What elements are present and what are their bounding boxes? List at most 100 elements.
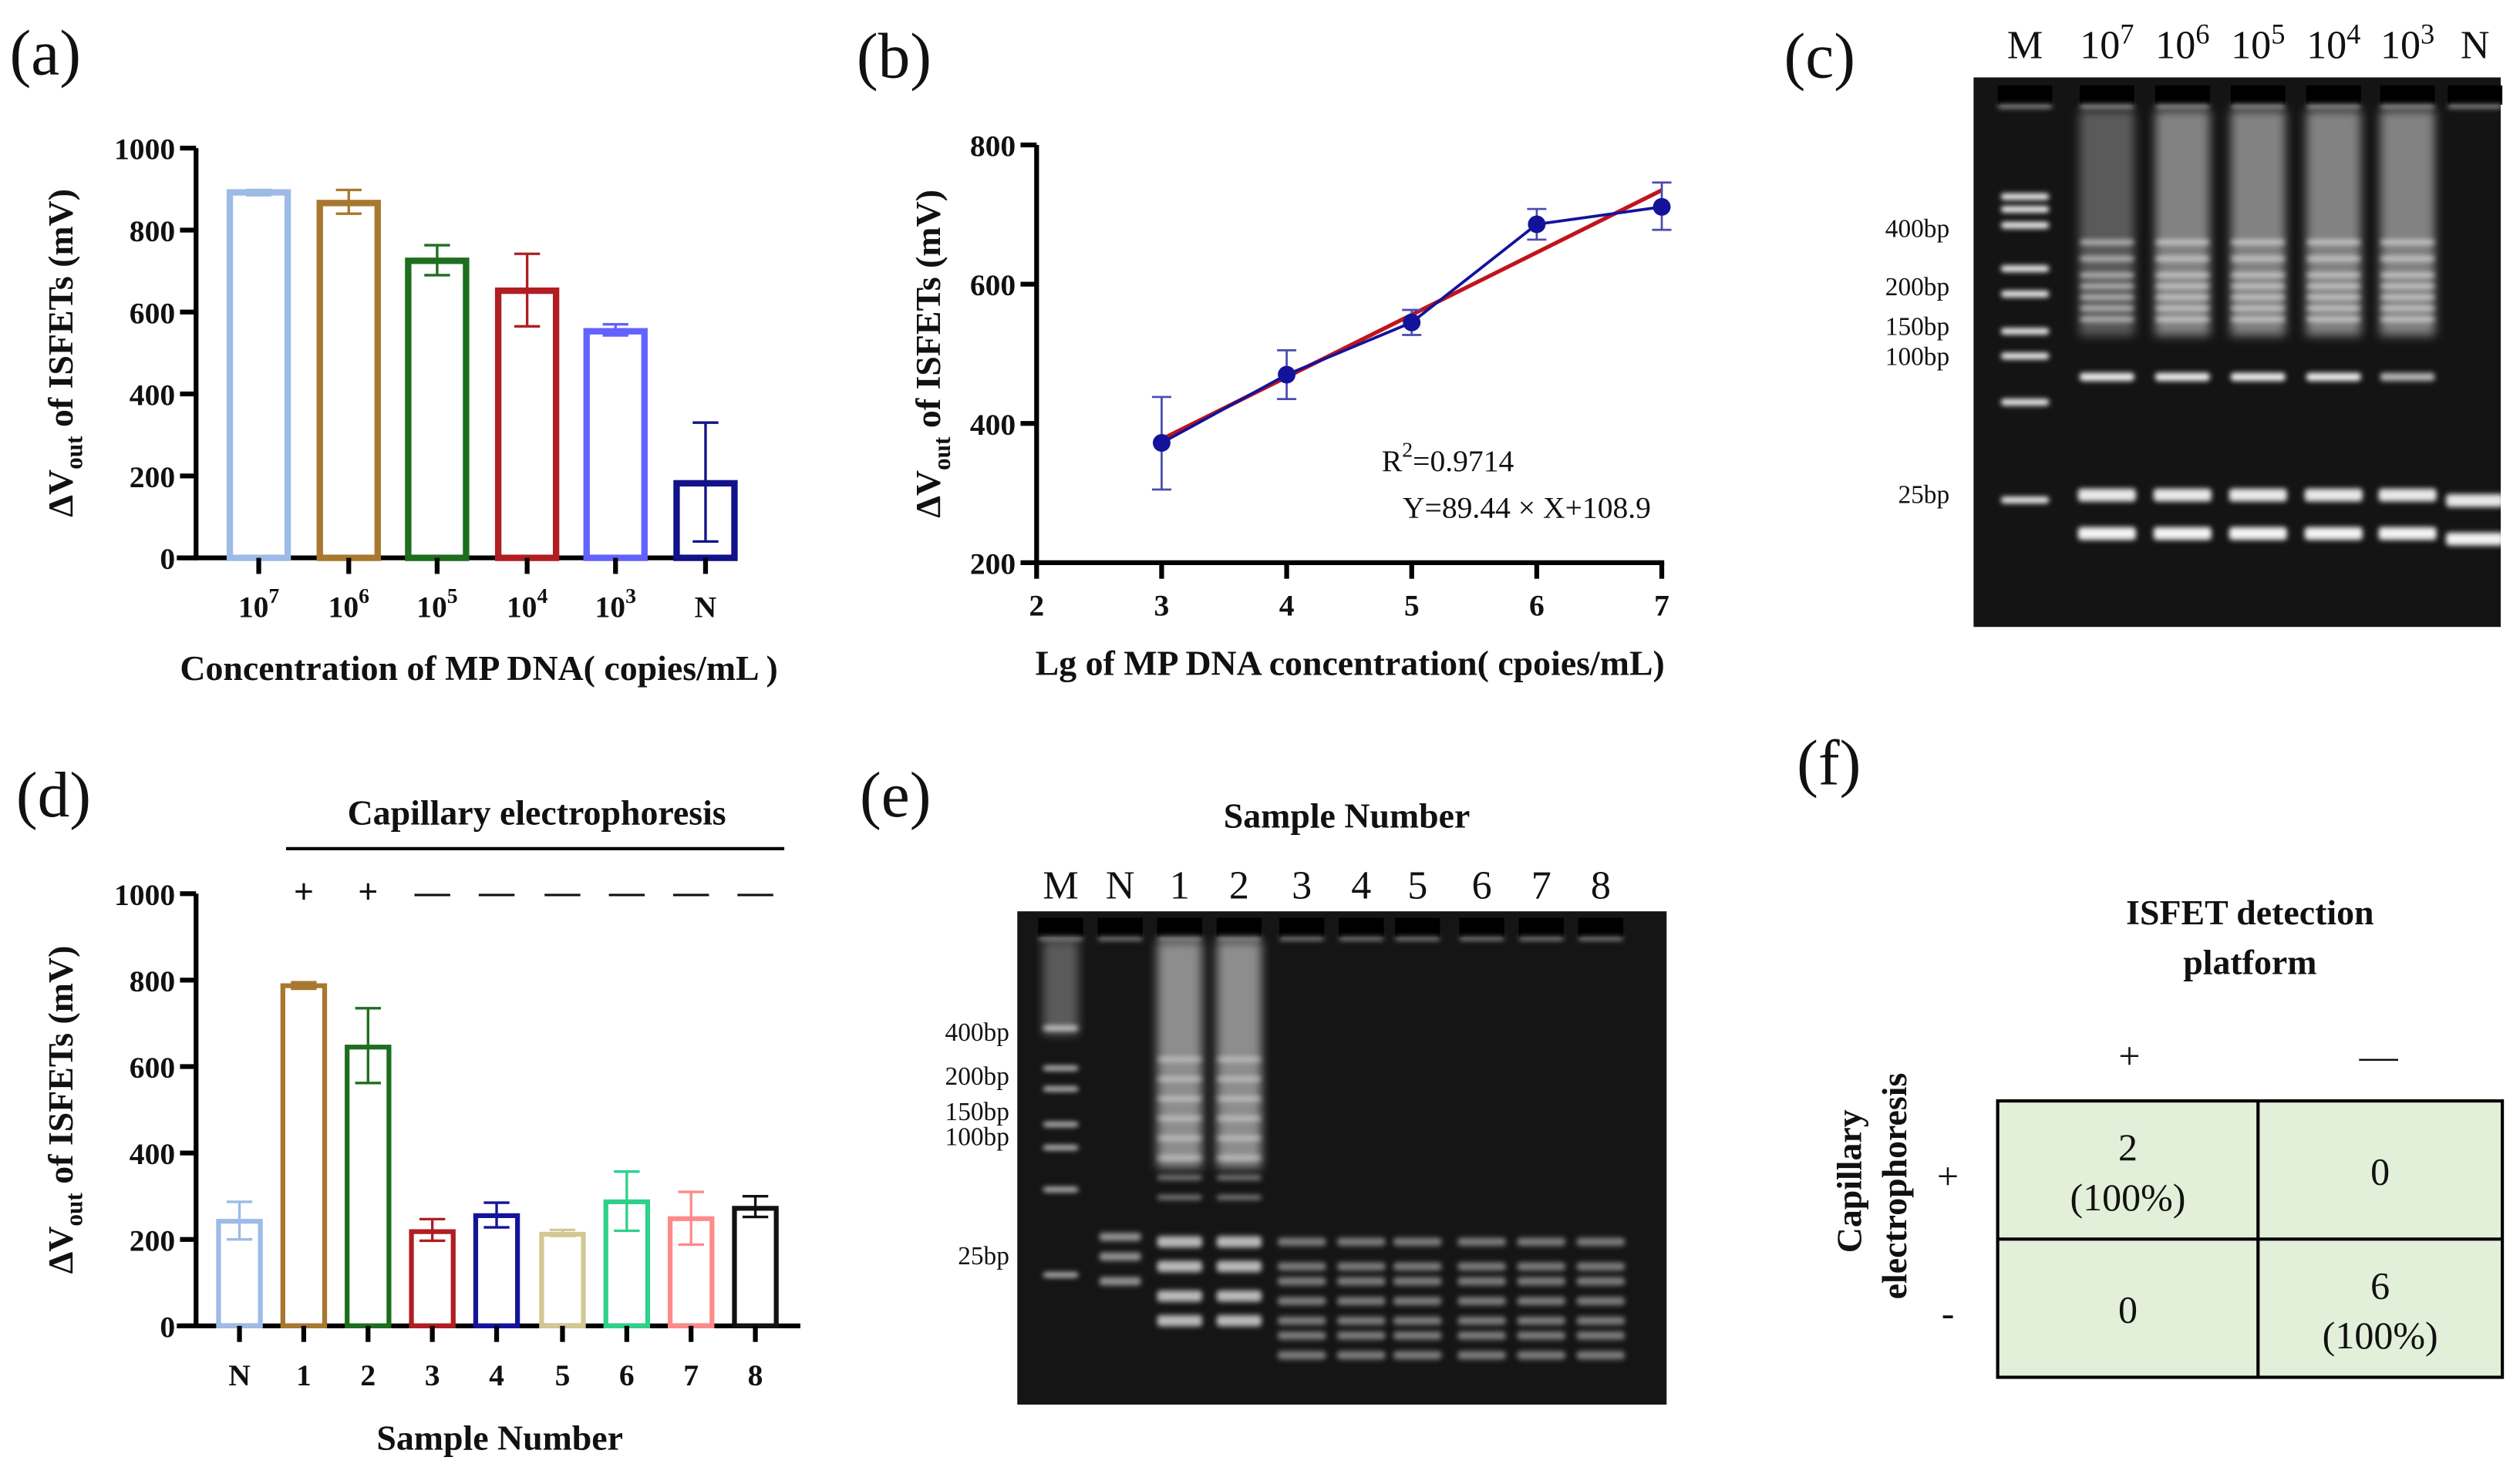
gel-band — [2378, 488, 2437, 502]
gel-well — [2380, 85, 2435, 105]
x-tick-label: 106 — [328, 584, 370, 624]
gel-band — [1277, 1277, 1326, 1286]
panel-label-e: (e) — [860, 760, 932, 831]
gel-band — [1277, 1351, 1326, 1360]
panel-label-b: (b) — [857, 21, 932, 92]
y-tick-label: 800 — [130, 964, 175, 998]
table-cell-value: 2 — [2118, 1126, 2138, 1169]
gel-band — [1216, 1195, 1262, 1200]
gel-band — [1337, 1237, 1386, 1247]
gel-band — [1337, 1331, 1386, 1340]
gel-band — [1457, 1316, 1506, 1325]
gel-band — [2154, 240, 2210, 245]
gel-lane-label: 106 — [2155, 19, 2209, 68]
table-cell-value: 0 — [2118, 1288, 2138, 1331]
gel-lane-label: 5 — [1407, 863, 1427, 907]
error-bar — [226, 1200, 253, 1241]
error-bar — [549, 1228, 576, 1237]
gel-well — [1339, 917, 1384, 937]
error-bar — [692, 421, 719, 543]
gel-lane-label: 1 — [1170, 863, 1190, 907]
gel-band — [2154, 372, 2210, 382]
gel-well — [1097, 917, 1143, 937]
gel-lane-label: 2 — [1229, 863, 1249, 907]
gel-band — [2079, 316, 2134, 322]
gel-band — [1157, 1314, 1202, 1327]
gel-band — [1099, 1233, 1141, 1241]
gel-smear — [1043, 941, 1079, 1035]
y-tick-label: 200 — [130, 1223, 175, 1257]
gel-band — [2079, 294, 2134, 300]
gel-band — [1578, 937, 1624, 941]
gel-band — [2380, 305, 2435, 311]
gel-band — [1157, 1076, 1202, 1082]
marker-size-label: 150bp — [945, 1098, 1009, 1126]
gel-lane-label: 7 — [1531, 863, 1551, 907]
gel-lane-label: N — [1106, 863, 1135, 907]
y-axis-label: ΔVout of ISFETs (mV) — [41, 946, 88, 1274]
gel-smear — [2380, 110, 2435, 336]
gel-band — [1216, 1314, 1262, 1327]
gel-smear — [1216, 941, 1262, 1168]
gel-band — [1157, 1260, 1202, 1273]
error-bar — [514, 252, 541, 328]
gel-band — [1457, 1297, 1506, 1305]
gel-lane-label: 105 — [2231, 19, 2285, 68]
y-tick-label: 600 — [970, 268, 1016, 302]
marker-size-label: 400bp — [945, 1018, 1009, 1047]
gel-well — [1157, 917, 1202, 937]
data-point — [1403, 313, 1421, 331]
gel-band — [1517, 1237, 1565, 1247]
gel-well — [1578, 917, 1624, 937]
gel-band — [1157, 1116, 1202, 1121]
gel-band — [1043, 1272, 1079, 1277]
gel-band — [2077, 488, 2136, 502]
gel-band — [2306, 284, 2361, 289]
table-cell-percent: (100%) — [2070, 1176, 2185, 1219]
gel-band — [1457, 1262, 1506, 1271]
marker-size-label: 100bp — [1885, 343, 1949, 372]
x-tick-label: 7 — [683, 1358, 699, 1392]
gel-band — [2077, 527, 2136, 540]
gel-band — [2304, 488, 2363, 502]
gel-well — [1997, 85, 2053, 105]
marker-size-label: 400bp — [1885, 215, 1949, 244]
gel-band — [2079, 372, 2134, 382]
gel-band — [1216, 1155, 1262, 1161]
x-tick-label: 3 — [425, 1358, 440, 1392]
gel-band — [2229, 527, 2287, 540]
gel-band — [2380, 104, 2435, 109]
error-bar — [614, 1170, 640, 1233]
gel-band — [1216, 1116, 1262, 1121]
gel-band — [1043, 1065, 1079, 1071]
gel-band — [1337, 1316, 1386, 1325]
gel-band — [2304, 527, 2363, 540]
error-bar — [742, 1194, 769, 1219]
error-bar — [483, 1201, 510, 1229]
table-cell-percent: (100%) — [2323, 1314, 2438, 1357]
gel-band — [1517, 1316, 1565, 1325]
gel-lane-label: N — [2461, 23, 2490, 67]
column-header: — — [2359, 1034, 2399, 1077]
gel-lane-label: M — [2007, 23, 2043, 67]
gel-band — [2079, 256, 2134, 261]
gel-smear — [2230, 110, 2286, 336]
gel-band — [2378, 527, 2437, 540]
gel-band — [2079, 284, 2134, 289]
gel-band — [1997, 104, 2053, 109]
gel-band — [2230, 256, 2286, 261]
panel-d-bar-chart: 0 200 400 600 800 1000 N 1 2 3 4 5 6 7 8 Sample Number Δ… — [41, 793, 800, 1457]
gel-band — [2000, 222, 2050, 229]
fit-equation: Y=89.44 × X+108.9 — [1403, 491, 1651, 525]
row-title: Capillary — [1829, 1109, 1868, 1253]
gel-band — [1216, 937, 1262, 941]
gel-band — [1157, 1056, 1202, 1062]
gel-band — [1216, 1076, 1262, 1082]
gel-band — [1393, 1262, 1442, 1271]
gel-band — [2154, 305, 2210, 311]
y-tick-label: 0 — [160, 542, 175, 576]
gel-band — [2000, 206, 2050, 213]
y-tick-label: 600 — [130, 1051, 175, 1085]
